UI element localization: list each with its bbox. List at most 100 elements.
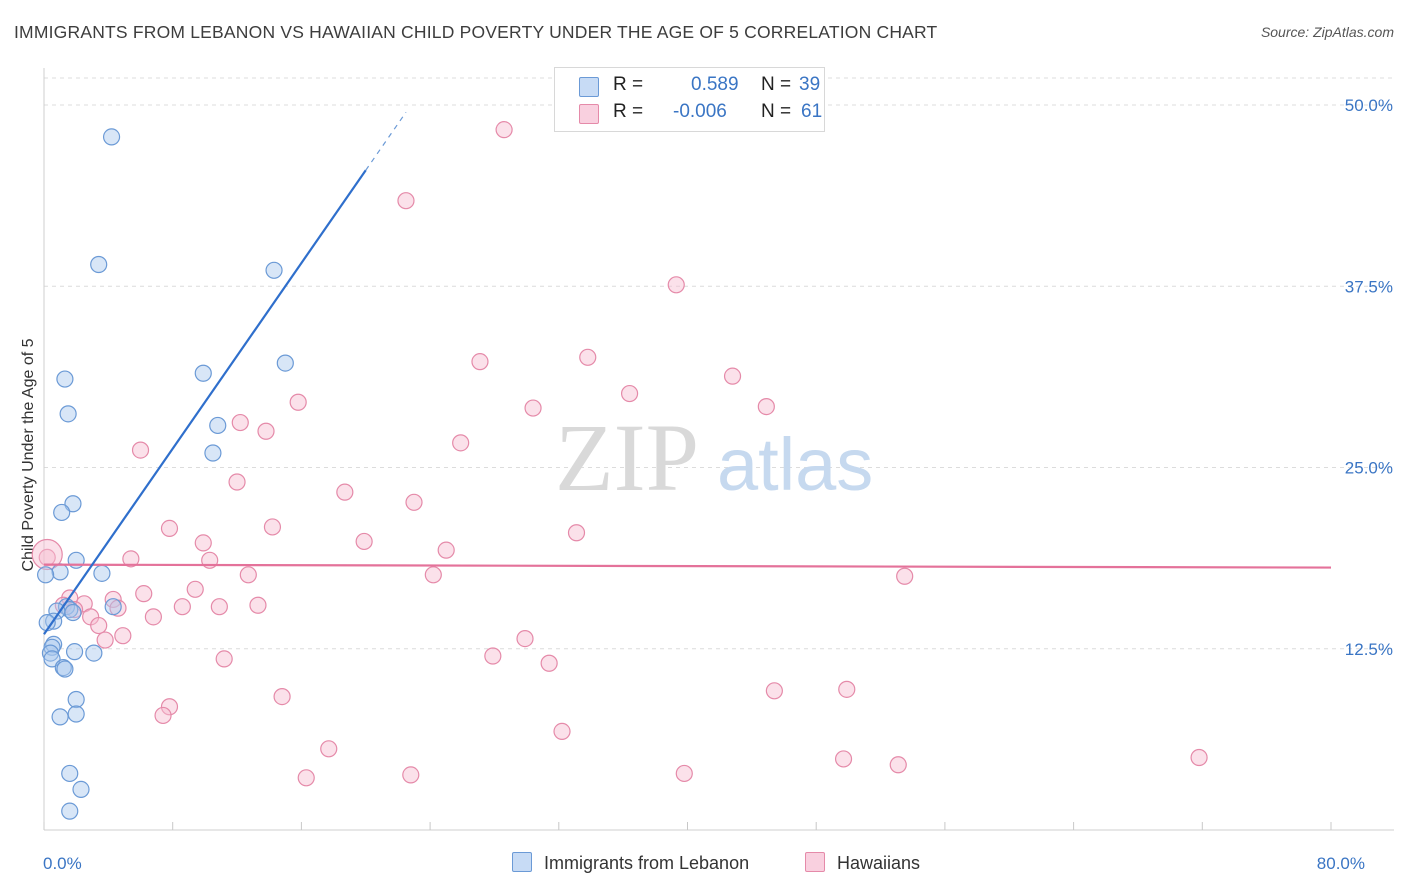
lebanon-point xyxy=(104,598,122,616)
hawaiians-point xyxy=(838,680,856,698)
hawaiians-legend-label: Hawaiians xyxy=(837,853,921,873)
hawaiians-point xyxy=(336,483,354,501)
lebanon-point xyxy=(90,255,108,274)
hawaiians-point xyxy=(122,550,140,568)
hawaiians-point xyxy=(675,764,693,783)
bottom-legend-lebanon: Immigrants from Lebanon xyxy=(512,852,749,874)
correlation-legend: R = 0.589 N = 39 R = -0.006 N = 61 xyxy=(554,67,825,132)
legend-n-value: 39 xyxy=(799,74,821,95)
hawaiians-point xyxy=(228,473,246,491)
hawaiians-point xyxy=(154,706,172,725)
lebanon-legend-label: Immigrants from Lebanon xyxy=(544,853,750,873)
lebanon-point xyxy=(41,644,60,662)
lebanon-point xyxy=(43,650,61,668)
lebanon-point xyxy=(64,603,82,622)
hawaiians-point xyxy=(194,534,212,552)
hawaiians-point xyxy=(397,192,415,210)
hawaiians-point xyxy=(320,740,338,758)
hawaiians-point xyxy=(90,616,108,635)
hawaiians-point xyxy=(471,353,489,371)
hawaiians-point xyxy=(524,399,542,417)
hawaiians-point xyxy=(186,580,204,598)
legend-r-label: R = xyxy=(613,101,644,122)
lebanon-point xyxy=(209,416,227,435)
hawaiians-point xyxy=(160,698,179,716)
hawaiians-point xyxy=(765,682,783,700)
watermark-zip: ZIP xyxy=(555,404,699,511)
lebanon-point xyxy=(204,444,222,462)
hawaiians-point xyxy=(263,518,282,536)
hawaiians-point xyxy=(889,756,907,774)
y-tick-label: 37.5% xyxy=(1345,277,1393,296)
hawaiians-point xyxy=(135,585,153,603)
hawaiians-point xyxy=(160,519,179,538)
legend-n-label: N = xyxy=(761,74,792,95)
y-tick-label: 12.5% xyxy=(1345,640,1393,659)
hawaiians-point xyxy=(405,493,423,511)
watermark: ZIP atlas xyxy=(555,404,873,511)
hawaiians-point xyxy=(723,367,742,385)
hawaiians-point xyxy=(896,567,914,585)
hawaiians-point xyxy=(567,524,586,542)
hawaiians-point xyxy=(540,654,558,672)
lebanon-point xyxy=(102,128,121,146)
hawaiians-swatch xyxy=(579,104,599,124)
lebanon-point xyxy=(45,635,63,654)
hawaiians-point xyxy=(495,121,513,139)
lebanon-point xyxy=(67,705,85,723)
hawaiians-point xyxy=(257,422,275,440)
lebanon-point xyxy=(194,364,212,382)
hawaiians-point xyxy=(215,650,233,668)
hawaiians-point xyxy=(553,722,571,741)
lebanon-point xyxy=(37,566,55,584)
hawaiians-point xyxy=(1190,748,1208,767)
hawaiians-point xyxy=(452,434,470,452)
bottom-legend-hawaiians: Hawaiians xyxy=(805,852,920,874)
lebanon-point xyxy=(65,643,84,661)
hawaiians-point xyxy=(579,348,597,366)
hawaiians-point xyxy=(104,590,122,609)
hawaiians-point xyxy=(620,384,639,403)
y-tick-label: 25.0% xyxy=(1345,459,1393,478)
legend-n-label: N = xyxy=(761,101,792,122)
lebanon-point xyxy=(51,708,69,726)
lebanon-swatch xyxy=(579,77,599,97)
lebanon-point xyxy=(67,690,85,709)
hawaiians-point xyxy=(144,608,162,626)
lebanon-point xyxy=(56,370,74,388)
lebanon-point xyxy=(67,551,85,569)
legend-n-value: 61 xyxy=(801,101,823,122)
lebanon-point xyxy=(265,261,283,279)
x-tick-label: 80.0% xyxy=(1317,854,1365,873)
hawaiians-point xyxy=(484,647,502,665)
lebanon-point xyxy=(64,495,82,513)
lebanon-point xyxy=(57,598,76,616)
lebanon-point xyxy=(56,660,74,678)
tick-labels: 12.5% 25.0% 37.5% 50.0% 0.0% 80.0% xyxy=(43,96,1393,873)
lebanon-point xyxy=(61,764,79,783)
hawaiians-point xyxy=(437,541,455,559)
lebanon-point xyxy=(59,405,77,423)
lebanon-point xyxy=(93,564,111,582)
legend-r-value: -0.006 xyxy=(673,101,727,122)
hawaiians-point xyxy=(289,393,307,411)
lebanon-point xyxy=(72,780,90,799)
lebanon-point xyxy=(276,354,294,372)
x-tick-label: 0.0% xyxy=(43,854,82,873)
legend-r-label: R = xyxy=(613,74,644,95)
lebanon-points xyxy=(37,128,294,820)
source-label: Source: ZipAtlas.com xyxy=(1260,24,1394,40)
hawaiians-trend-line xyxy=(43,563,1332,569)
hawaiians-point xyxy=(131,441,150,459)
hawaiians-point xyxy=(249,596,267,614)
hawaiians-point xyxy=(114,627,132,645)
hawaiians-point xyxy=(424,566,442,584)
legend-r-value: 0.589 xyxy=(691,74,739,95)
lebanon-trend-extension xyxy=(365,111,407,171)
lebanon-trend-line xyxy=(43,169,367,635)
hawaiians-point-large xyxy=(31,538,63,571)
hawaiians-point xyxy=(210,598,228,616)
hawaiians-point xyxy=(96,631,114,649)
hawaiians-point xyxy=(239,566,257,584)
